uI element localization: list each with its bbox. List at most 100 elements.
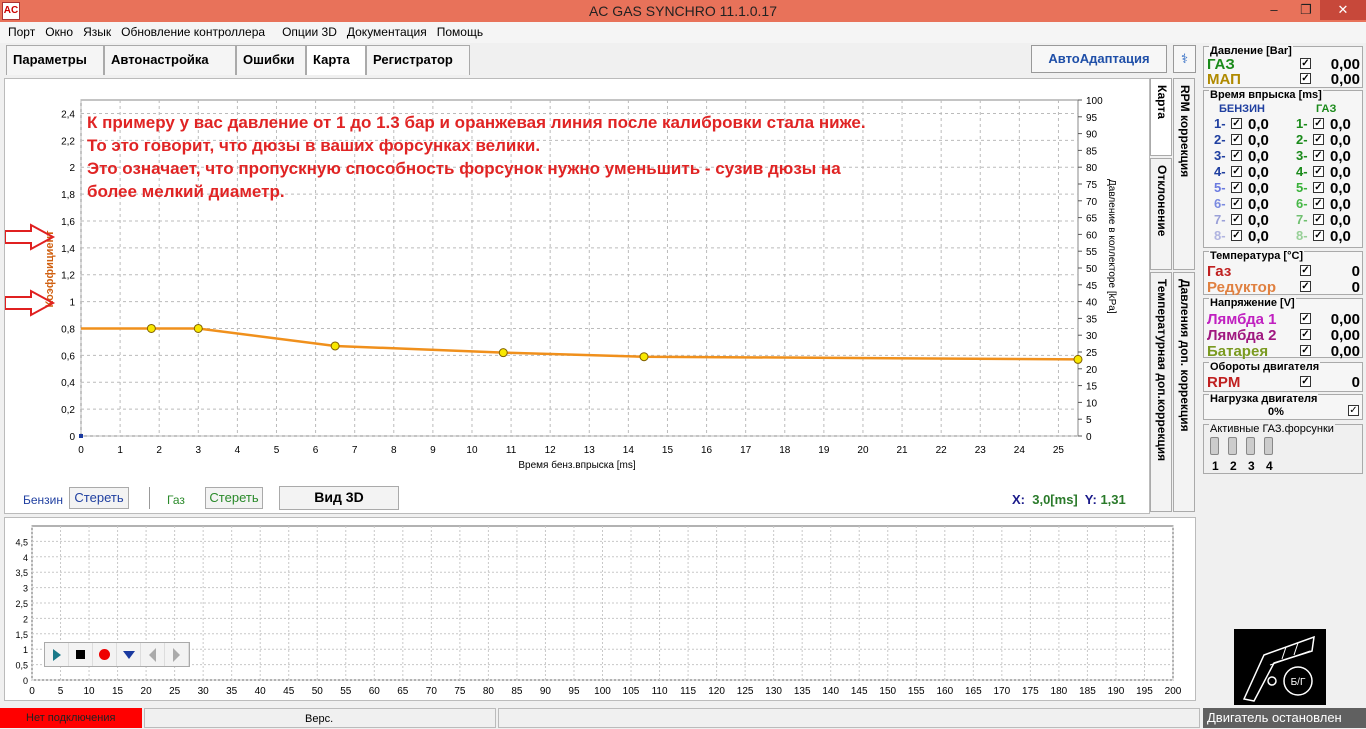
temp-reducer-row: Редуктор ✓ 0 xyxy=(1204,279,1362,296)
inj-gas-checkbox[interactable]: ✓ xyxy=(1313,166,1324,177)
inj-benzin-num: 4- xyxy=(1214,164,1226,179)
logo-text: Б/Г xyxy=(1291,677,1306,688)
inj-gas-num: 6- xyxy=(1296,196,1308,211)
pressure-map-value: 0,00 xyxy=(1330,71,1360,88)
vtab-deviation[interactable]: Отклонение xyxy=(1150,158,1172,270)
logger-x-tick: 25 xyxy=(169,686,181,697)
line-marker[interactable] xyxy=(193,323,203,333)
y2-tick-label: 25 xyxy=(1086,348,1098,359)
annotation-line-1: К примеру у вас давление от 1 до 1.3 бар… xyxy=(87,113,866,132)
logger-x-tick: 195 xyxy=(1136,686,1153,697)
inj-benzin-checkbox[interactable]: ✓ xyxy=(1231,230,1242,241)
volt-lambda2-checkbox[interactable]: ✓ xyxy=(1300,329,1311,340)
annotation-line-2: То это говорит, что дюзы в ваших форсунк… xyxy=(87,136,541,155)
inj-gas-checkbox[interactable]: ✓ xyxy=(1313,214,1324,225)
inj-gas-value: 0,0 xyxy=(1330,116,1351,133)
inj-gas-value: 0,0 xyxy=(1330,148,1351,165)
inj-benzin-checkbox[interactable]: ✓ xyxy=(1231,118,1242,129)
logger-x-tick: 90 xyxy=(540,686,552,697)
vtab-map[interactable]: Карта xyxy=(1150,78,1172,156)
line-marker[interactable] xyxy=(1073,354,1083,364)
vtab-pressure[interactable]: Давления доп. коррекция xyxy=(1173,272,1195,512)
logger-x-tick: 100 xyxy=(594,686,611,697)
volt-battery-checkbox[interactable]: ✓ xyxy=(1300,345,1311,356)
line-marker[interactable] xyxy=(330,341,340,351)
logger-x-tick: 175 xyxy=(1022,686,1039,697)
inj-benzin-value: 0,0 xyxy=(1248,180,1269,197)
y2-tick-label: 75 xyxy=(1086,180,1098,191)
line-marker[interactable] xyxy=(498,348,508,358)
logger-chart[interactable]: 0 0,5 1 1,5 2 2,5 3 3,5 4 4,5 0 5 10 15 20 25 30 35 40 45 50… xyxy=(5,518,1197,702)
logger-x-tick: 35 xyxy=(226,686,238,697)
clear-gas-button[interactable]: Стереть xyxy=(205,487,263,509)
close-button[interactable]: ✕ xyxy=(1320,0,1366,20)
inj-benzin-checkbox[interactable]: ✓ xyxy=(1231,166,1242,177)
x-tick-label: 0 xyxy=(78,445,84,456)
logger-x-tick: 60 xyxy=(369,686,381,697)
gas-benzin-logo: Б/Г xyxy=(1234,629,1326,705)
volt-lambda1-checkbox[interactable]: ✓ xyxy=(1300,313,1311,324)
inj-benzin-checkbox[interactable]: ✓ xyxy=(1231,214,1242,225)
tab-autotune[interactable]: Автонастройка xyxy=(104,45,236,75)
logger-x-tick: 160 xyxy=(936,686,953,697)
inj-gas-checkbox[interactable]: ✓ xyxy=(1313,182,1324,193)
line-marker[interactable] xyxy=(639,352,649,362)
logger-x-tick: 30 xyxy=(198,686,210,697)
vtab-temperature[interactable]: Температурная доп.коррекция xyxy=(1150,272,1172,512)
record-icon[interactable] xyxy=(93,643,117,666)
menu-documentation[interactable]: Документация xyxy=(346,25,427,39)
menu-port[interactable]: Порт xyxy=(8,25,36,39)
map-panel: 0 0,2 0,4 0,6 0,8 1 1,2 1,4 1,6 1,8 2 2,2 2,4 0 5 10 15… xyxy=(4,78,1150,514)
inj-benzin-checkbox[interactable]: ✓ xyxy=(1231,134,1242,145)
play-icon[interactable] xyxy=(45,643,69,666)
menu-help[interactable]: Помощь xyxy=(436,25,484,39)
download-icon[interactable] xyxy=(117,643,141,666)
tab-parameters[interactable]: Параметры xyxy=(6,45,104,75)
y2-tick-label: 30 xyxy=(1086,331,1098,342)
inj-gas-checkbox[interactable]: ✓ xyxy=(1313,150,1324,161)
menu-3d-options[interactable]: Опции 3D xyxy=(282,25,337,39)
menu-update-controller[interactable]: Обновление контроллера xyxy=(121,25,266,39)
y-tick-label: 0,6 xyxy=(61,351,75,362)
view-3d-button[interactable]: Вид 3D xyxy=(279,486,399,510)
inj-benzin-value: 0,0 xyxy=(1248,212,1269,229)
minimize-button[interactable]: – xyxy=(1270,2,1278,17)
menu-window[interactable]: Окно xyxy=(45,25,74,39)
next-icon[interactable] xyxy=(165,643,189,666)
map-chart[interactable]: 00,20,40,60,811,21,41,61,822,22,4 051015… xyxy=(5,79,1151,515)
inj-gas-checkbox[interactable]: ✓ xyxy=(1313,118,1324,129)
pressure-gas-checkbox[interactable]: ✓ xyxy=(1300,58,1311,69)
inj-benzin-checkbox[interactable]: ✓ xyxy=(1231,150,1242,161)
tab-map[interactable]: Карта xyxy=(306,45,366,75)
pressure-map-checkbox[interactable]: ✓ xyxy=(1300,73,1311,84)
autoadapt-button[interactable]: АвтоАдаптация xyxy=(1031,45,1167,73)
app-icon[interactable]: AC xyxy=(2,2,20,20)
stop-icon[interactable] xyxy=(69,643,93,666)
tab-errors[interactable]: Ошибки xyxy=(236,45,306,75)
inj-benzin-checkbox[interactable]: ✓ xyxy=(1231,198,1242,209)
inj-gas-checkbox[interactable]: ✓ xyxy=(1313,230,1324,241)
y2-tick-label: 70 xyxy=(1086,197,1098,208)
inj-gas-checkbox[interactable]: ✓ xyxy=(1313,134,1324,145)
y-tick-label: 1,2 xyxy=(61,271,75,282)
inj-benzin-value: 0,0 xyxy=(1248,228,1269,245)
rpm-checkbox[interactable]: ✓ xyxy=(1300,376,1311,387)
inj-gas-num: 8- xyxy=(1296,228,1308,243)
temp-gas-checkbox[interactable]: ✓ xyxy=(1300,265,1311,276)
load-checkbox[interactable]: ✓ xyxy=(1348,405,1359,416)
tab-logger[interactable]: Регистратор xyxy=(366,45,470,75)
menu-language[interactable]: Язык xyxy=(83,25,112,39)
annotation-text: К примеру у вас давление от 1 до 1.3 бар… xyxy=(87,111,866,203)
maximize-button[interactable]: ❐ xyxy=(1300,2,1312,17)
prev-icon[interactable] xyxy=(141,643,165,666)
temp-reducer-checkbox[interactable]: ✓ xyxy=(1300,281,1311,292)
line-marker[interactable] xyxy=(146,323,156,333)
inj-gas-checkbox[interactable]: ✓ xyxy=(1313,198,1324,209)
inj-benzin-value: 0,0 xyxy=(1248,132,1269,149)
inj-gas-row: 2- ✓ 0,0 xyxy=(1296,132,1366,149)
inj-benzin-checkbox[interactable]: ✓ xyxy=(1231,182,1242,193)
vtab-rpm[interactable]: RPM коррекция xyxy=(1173,78,1195,270)
clear-benzin-button[interactable]: Стереть xyxy=(69,487,129,509)
y2-tick-label: 0 xyxy=(1086,432,1092,443)
wrench-icon[interactable]: ⚕ xyxy=(1173,45,1196,73)
